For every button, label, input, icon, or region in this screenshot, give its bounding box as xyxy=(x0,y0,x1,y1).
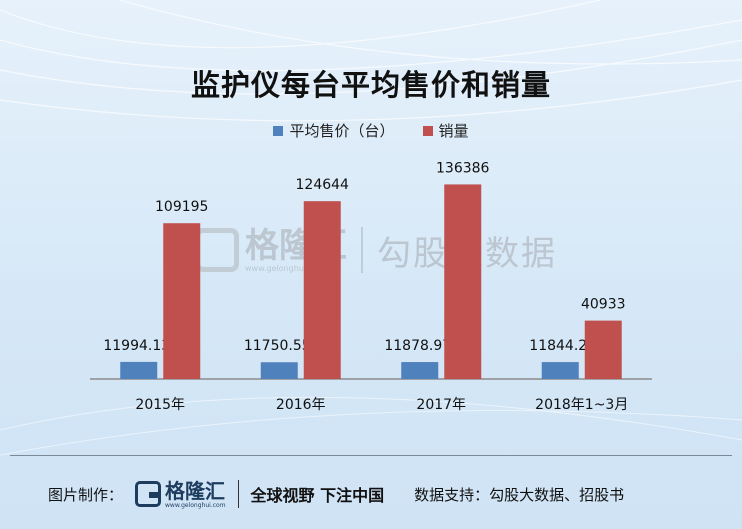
footer-slogan: 全球视野 下注中国 xyxy=(250,486,385,505)
chart-title: 监护仪每台平均售价和销量 xyxy=(190,68,551,102)
bar-volume-0 xyxy=(163,223,201,379)
bar-volume-3 xyxy=(584,320,622,379)
footer-divider xyxy=(10,455,732,456)
data-label-price-3: 11844.2 xyxy=(529,338,587,354)
bar-price-1 xyxy=(260,362,298,379)
bar-price-3 xyxy=(541,362,579,379)
x-tick-label-3: 2018年1~3月 xyxy=(535,397,628,413)
data-label-price-1: 11750.55 xyxy=(244,338,311,354)
footer-brand: 格隆汇 xyxy=(165,478,226,503)
data-label-price-0: 11994.13 xyxy=(103,338,170,354)
x-tick-label-1: 2016年 xyxy=(276,397,326,413)
bar-price-2 xyxy=(401,362,439,379)
legend-label-volume: 销量 xyxy=(438,122,469,140)
footer-separator xyxy=(237,480,239,508)
data-label-volume-2: 136386 xyxy=(436,160,490,176)
x-tick-label-0: 2015年 xyxy=(135,397,185,413)
data-label-price-2: 11878.97 xyxy=(384,338,451,354)
legend-item-price: 平均售价（台） xyxy=(273,120,395,141)
data-label-volume-3: 40933 xyxy=(581,297,626,313)
legend-swatch-price xyxy=(273,125,284,136)
legend: 平均售价（台） 销量 xyxy=(0,120,742,141)
legend-swatch-volume xyxy=(422,125,433,136)
footer-logo: 格隆汇 www.gelonghui.com xyxy=(135,480,226,509)
x-tick-label-2: 2017年 xyxy=(416,397,466,413)
data-label-volume-0: 109195 xyxy=(155,199,208,215)
bar-price-0 xyxy=(120,361,158,379)
legend-item-volume: 销量 xyxy=(422,120,469,141)
bar-volume-2 xyxy=(444,184,482,379)
footer-url: www.gelonghui.com xyxy=(165,501,226,509)
footer: 图片制作： 格隆汇 www.gelonghui.com 全球视野 下注中国 数据… xyxy=(0,478,742,510)
data-label-volume-1: 124644 xyxy=(296,177,350,193)
footer-source: 数据支持：勾股大数据、招股书 xyxy=(414,485,625,504)
footer-made-by-label: 图片制作： xyxy=(48,485,124,504)
brand-logo-icon xyxy=(135,481,162,507)
legend-label-price: 平均售价（台） xyxy=(289,122,395,140)
bar-volume-1 xyxy=(303,201,341,379)
